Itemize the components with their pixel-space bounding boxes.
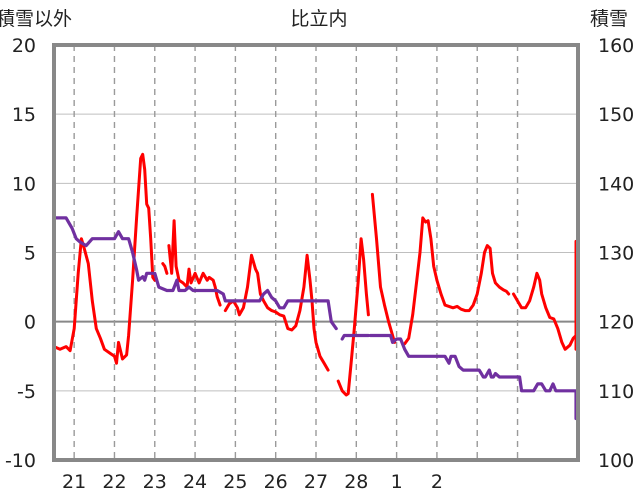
x-tick-label: 23 [143, 471, 167, 493]
left-tick-label: -5 [17, 381, 36, 403]
right-tick-label: 160 [598, 35, 634, 57]
left-tick-label: 0 [24, 312, 36, 334]
x-axis-ticks: 21 22 23 24 25 26 27 28 1 2 [62, 471, 443, 493]
x-tick-label: 2 [431, 471, 443, 493]
right-tick-label: 130 [598, 243, 634, 265]
left-tick-label: 10 [12, 173, 36, 195]
right-tick-label: 100 [598, 450, 634, 472]
right-tick-label: 140 [598, 173, 634, 195]
left-axis-title: 積雪以外 [0, 8, 72, 30]
x-tick-label: 27 [304, 471, 328, 493]
series-line-snow-depth [340, 333, 370, 341]
x-tick-label: 25 [223, 471, 247, 493]
series-line-other [52, 152, 157, 365]
x-tick-label: 21 [62, 471, 86, 493]
series-line-other [403, 216, 511, 346]
series-line-other [167, 219, 222, 307]
x-tick-label: 26 [264, 471, 288, 493]
series-line-other [370, 192, 397, 344]
series-line-other [336, 237, 370, 397]
x-tick-label: 24 [183, 471, 207, 493]
left-axis-ticks: 20 15 10 5 0 -5 -10 [5, 35, 36, 472]
series-line-other [161, 262, 169, 275]
series-line-snow-depth [52, 216, 338, 331]
left-tick-label: 15 [12, 104, 36, 126]
right-tick-label: 110 [598, 381, 634, 403]
grid [54, 44, 578, 461]
series-layer [52, 152, 578, 421]
x-tick-label: 1 [391, 471, 403, 493]
right-axis-ticks: 160 150 140 130 120 110 100 [598, 35, 634, 472]
left-tick-label: 20 [12, 35, 36, 57]
series-line-other [223, 253, 330, 372]
right-axis-title: 積雪 [590, 8, 628, 30]
x-tick-label: 22 [102, 471, 126, 493]
x-tick-label: 28 [344, 471, 368, 493]
series-line-snow-depth [368, 333, 578, 421]
series-line-other [512, 239, 578, 351]
chart-title: 比立内 [290, 8, 347, 30]
left-tick-label: 5 [24, 243, 36, 265]
plot-frame [52, 43, 580, 462]
left-tick-label: -10 [5, 450, 36, 472]
right-tick-label: 120 [598, 312, 634, 334]
right-tick-label: 150 [598, 104, 634, 126]
